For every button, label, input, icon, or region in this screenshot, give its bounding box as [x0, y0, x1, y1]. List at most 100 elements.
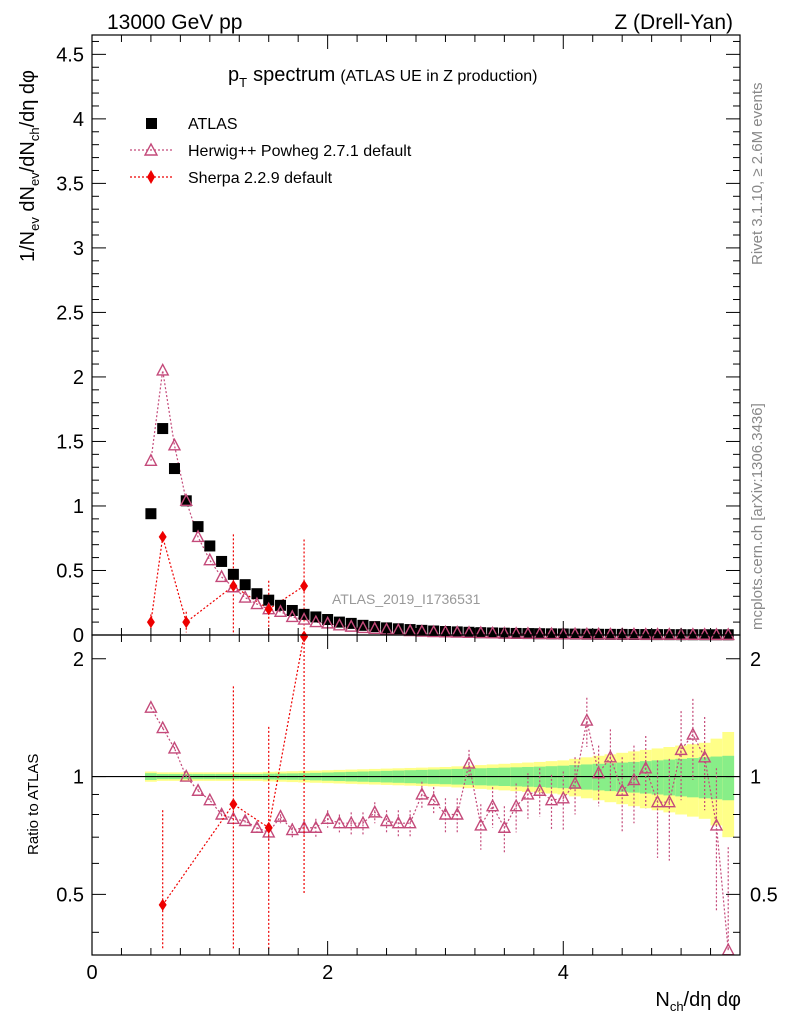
- atlas-data-point: [416, 624, 428, 636]
- herwig-ratio-point: [509, 798, 523, 812]
- legend-label-herwig: Herwig++ Powheg 2.7.1 default: [188, 143, 412, 160]
- herwig-main-point: [627, 626, 641, 640]
- atlas-data-point: [475, 627, 487, 639]
- sherpa-main-line: [150, 536, 305, 624]
- herwig-ratio-point: [320, 811, 335, 824]
- herwig-main-point: [203, 552, 217, 566]
- herwig-ratio-point: [662, 794, 676, 808]
- main-y-tick-label: 4: [73, 109, 84, 131]
- atlas-data-point: [451, 626, 463, 638]
- herwig-ratio-point: [403, 815, 417, 829]
- herwig-main-point: [639, 627, 653, 640]
- ratio-stat-uncertainty-band: [663, 759, 676, 796]
- sherpa-main-point: [300, 579, 309, 592]
- herwig-ratio-point: [356, 815, 370, 829]
- herwig-main-point: [167, 437, 182, 451]
- ratio-y-tick-label-right: 2: [750, 649, 761, 671]
- herwig-main-point: [191, 529, 205, 543]
- herwig-ratio-point: [309, 820, 323, 833]
- sherpa-ratio-line: [162, 634, 305, 906]
- plot-title-p: p: [228, 64, 239, 86]
- herwig-ratio-point: [391, 815, 405, 829]
- ratio-y-axis-label: Ratio to ATLAS: [25, 754, 42, 855]
- atlas-data-point: [263, 594, 275, 606]
- herwig-main-point: [309, 614, 323, 628]
- herwig-ratio-point: [474, 817, 488, 831]
- herwig-main-point: [427, 624, 441, 638]
- herwig-ratio-point: [415, 786, 429, 800]
- sherpa-ratio-point: [300, 630, 309, 643]
- atlas-data-point: [322, 614, 334, 626]
- herwig-ratio-point: [697, 749, 712, 763]
- herwig-main-point: [591, 626, 606, 640]
- ratio-stat-uncertainty-band: [722, 755, 735, 801]
- analysis-watermark: ATLAS_2019_I1736531: [332, 591, 481, 607]
- atlas-data-point: [345, 617, 357, 629]
- mcplots-label: mcplots.cern.ch [arXiv:1306.3436]: [749, 403, 766, 630]
- atlas-data-point: [216, 555, 228, 567]
- main-y-tick-label: 2.5: [56, 302, 84, 324]
- ratio-uncertainty-bands: [92, 731, 740, 838]
- herwig-ratio-point: [144, 700, 158, 713]
- sherpa-main-point: [146, 616, 155, 629]
- main-y-tick-label: 0.5: [56, 560, 84, 582]
- atlas-data-point: [404, 624, 416, 636]
- x-axis-label: Nch/dη dφ: [655, 989, 741, 1014]
- sherpa-main-point: [158, 530, 167, 543]
- legend-label-atlas: ATLAS: [188, 116, 238, 133]
- herwig-ratio-point: [627, 772, 641, 786]
- ratio-stat-uncertainty-band: [675, 758, 687, 797]
- ratio-stat-uncertainty-band: [686, 758, 699, 798]
- herwig-main-point: [721, 627, 735, 641]
- ratio-plot-marks: [144, 630, 735, 956]
- main-y-axis-label: 1/Nev dNev/dNch/dη dφ: [17, 70, 42, 262]
- herwig-main-point: [214, 569, 229, 583]
- main-plot-axes: 0 0.5 1 1.5 2 2.5 3 3.5 4 4.5: [56, 35, 741, 647]
- herwig-ratio-point: [156, 720, 170, 734]
- atlas-data-point: [192, 521, 204, 533]
- plot-title-subscript: T: [239, 75, 247, 90]
- ratio-y-tick-label-right: 0.5: [750, 884, 778, 906]
- plot-title-word: spectrum: [253, 64, 335, 86]
- main-y-tick-label: 1.5: [56, 431, 84, 453]
- atlas-data-point: [392, 623, 404, 635]
- ratio-stat-uncertainty-band: [628, 761, 640, 793]
- herwig-main-point: [709, 627, 724, 641]
- main-y-tick-label: 4.5: [56, 44, 84, 66]
- herwig-main-point: [250, 596, 264, 610]
- herwig-main-point: [485, 625, 500, 639]
- herwig-main-point: [415, 624, 429, 637]
- herwig-ratio-point: [450, 806, 464, 820]
- atlas-data-point: [581, 628, 593, 640]
- atlas-data-point: [180, 495, 192, 507]
- sherpa-ratio-point: [229, 798, 238, 811]
- herwig-ratio-point: [533, 783, 547, 796]
- ratio-y-tick-label: 0.5: [56, 884, 84, 906]
- atlas-data-point: [251, 588, 263, 600]
- atlas-data-point: [569, 628, 581, 640]
- plot-title: pT spectrum (ATLAS UE in Z production): [228, 64, 537, 90]
- atlas-data-point: [463, 626, 475, 638]
- sherpa-main-point: [229, 579, 238, 592]
- herwig-main-point: [344, 619, 358, 632]
- main-plot-panel: 0 0.5 1 1.5 2 2.5 3 3.5 4 4.5 pT spectrum (ATLAS UE…: [56, 34, 741, 647]
- herwig-main-point: [332, 617, 347, 631]
- legend-marker-atlas: [146, 118, 157, 129]
- herwig-ratio-point: [556, 790, 570, 804]
- herwig-main-point: [179, 493, 193, 507]
- herwig-main-point: [686, 627, 700, 640]
- main-y-tick-label: 3: [73, 238, 84, 260]
- herwig-ratio-point: [167, 740, 182, 754]
- herwig-ratio-point: [580, 713, 594, 726]
- herwig-ratio-point: [203, 792, 217, 806]
- herwig-ratio-point: [485, 798, 500, 812]
- herwig-main-point: [521, 626, 535, 640]
- herwig-ratio-point: [226, 811, 241, 824]
- herwig-ratio-point: [344, 815, 358, 829]
- herwig-ratio-line: [150, 707, 729, 951]
- herwig-ratio-point: [686, 727, 700, 740]
- herwig-main-point: [144, 453, 158, 467]
- rivet-version-label: Rivet 3.1.10, ≥ 2.6M events: [749, 83, 766, 266]
- atlas-data-point: [487, 627, 499, 639]
- legend-marker-herwig: [143, 142, 159, 156]
